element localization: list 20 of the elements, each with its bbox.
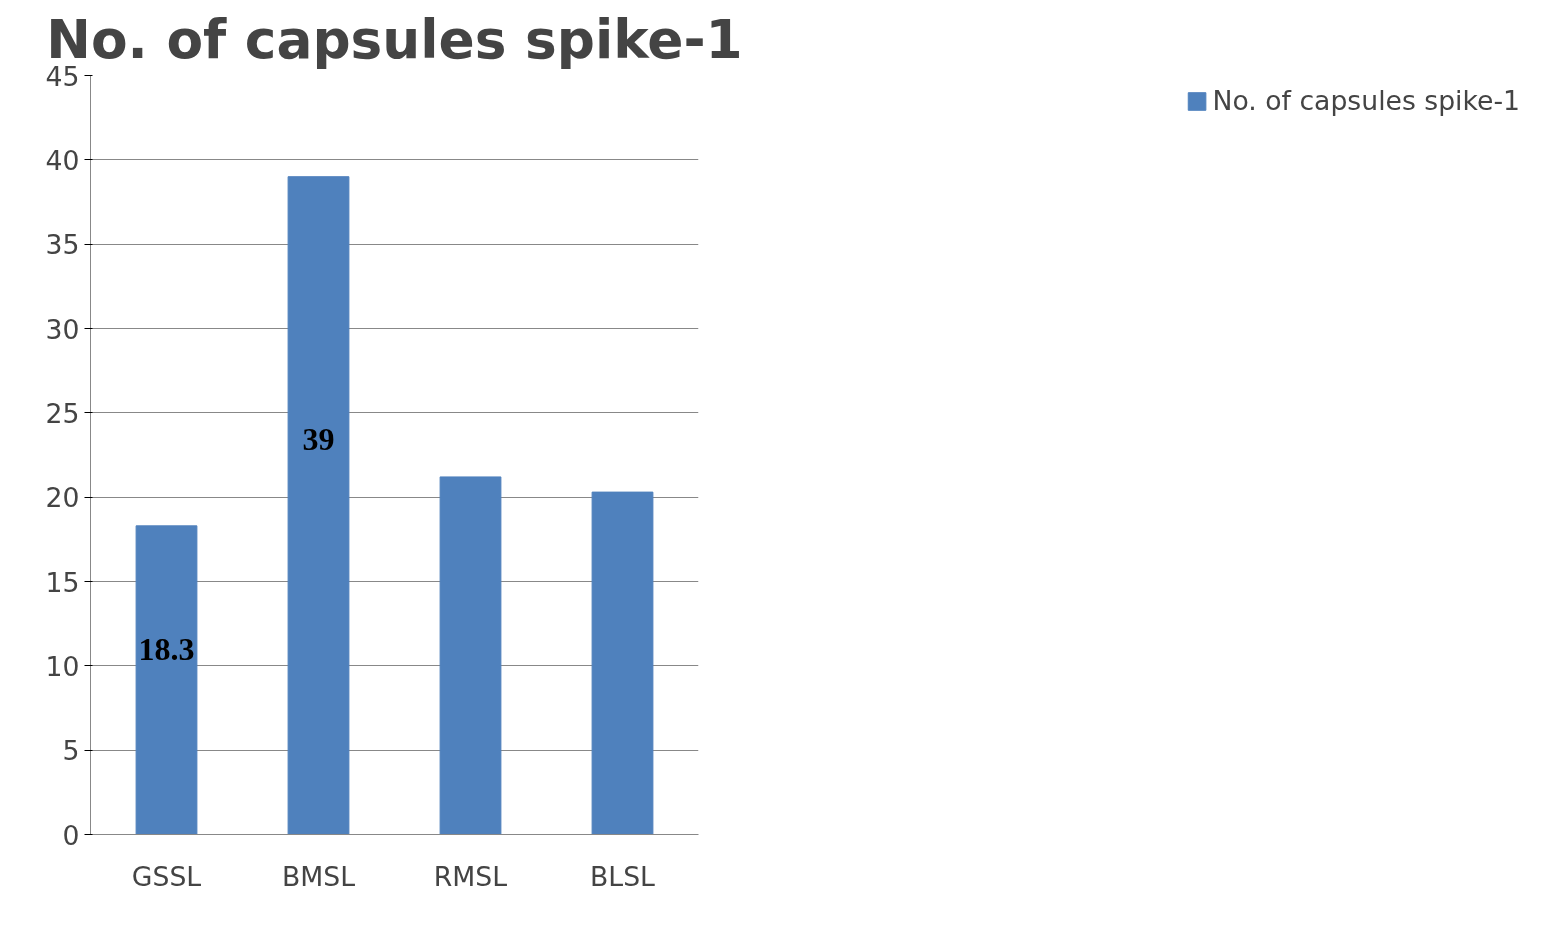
- x-tick-label: BLSL: [590, 860, 656, 892]
- bar: [439, 476, 502, 835]
- y-tick-label: 5: [62, 735, 80, 767]
- y-tick-label: 15: [45, 566, 80, 598]
- y-tick-label: 0: [62, 819, 80, 851]
- y-tick-label: 25: [45, 397, 80, 429]
- bar: [135, 525, 198, 835]
- text: 18.3: [138, 630, 195, 667]
- x-tick-label: RMSL: [433, 860, 508, 892]
- text: 39: [302, 421, 335, 458]
- y-tick-label: 40: [45, 144, 80, 176]
- y-tick-label: 20: [45, 482, 80, 514]
- x-tick-label: GSSL: [131, 860, 202, 892]
- x-tick-label: BMSL: [281, 860, 356, 892]
- legend-label: No. of capsules spike-1: [1212, 85, 1520, 116]
- y-tick-label: 30: [45, 313, 80, 345]
- y-tick-label: 35: [45, 229, 80, 261]
- bar: [591, 491, 654, 835]
- y-tick-label: 10: [45, 650, 80, 682]
- bar: [287, 176, 350, 835]
